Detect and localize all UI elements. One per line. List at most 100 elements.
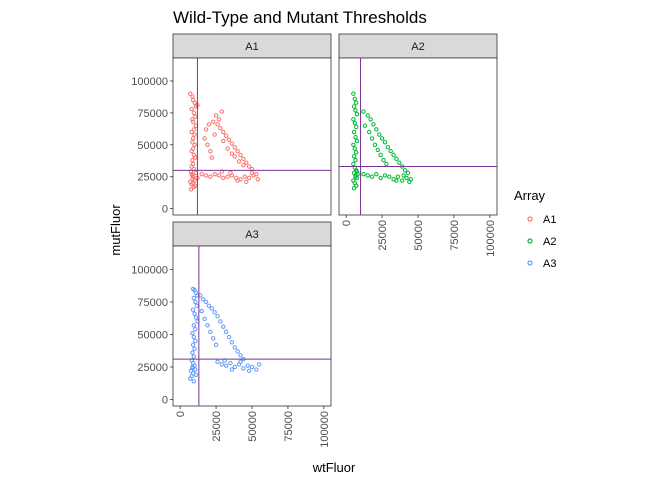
point-a3-33	[200, 297, 206, 302]
point-a3-65	[238, 359, 243, 364]
point-a2-6	[351, 117, 356, 122]
y-tick-label-a3-2: 50000	[137, 329, 168, 341]
point-a1-84	[235, 178, 240, 183]
point-a1-10	[190, 119, 196, 125]
point-a2-11	[354, 138, 360, 144]
point-a1-46	[223, 133, 229, 139]
point-a1-13	[189, 129, 194, 135]
point-a1-66	[229, 151, 235, 156]
point-a1-33	[188, 187, 194, 192]
point-a2-51	[378, 152, 383, 158]
point-a2-35	[377, 132, 382, 137]
point-a1-15	[190, 136, 196, 141]
point-a3-39	[218, 319, 223, 324]
point-a1-70	[199, 171, 204, 177]
point-a2-66	[401, 173, 406, 178]
point-a1-47	[226, 137, 232, 142]
point-a2-16	[353, 157, 358, 163]
point-a1-81	[246, 175, 252, 181]
point-a2-56	[369, 174, 375, 179]
point-a2-50	[375, 147, 380, 153]
point-a1-65	[225, 146, 230, 151]
point-a3-18	[190, 350, 195, 355]
point-a3-9	[193, 315, 199, 320]
y-tick-label-a3-4: 100000	[131, 264, 168, 276]
point-a2-12	[351, 142, 356, 147]
point-a3-56	[223, 363, 229, 368]
point-a3-17	[192, 346, 197, 351]
y-axis-title: mutFluor	[108, 204, 123, 256]
point-a2-48	[369, 136, 375, 141]
point-a1-63	[213, 113, 219, 118]
point-a2-17	[351, 161, 356, 167]
point-a1-3	[192, 100, 197, 105]
point-a3-34	[203, 299, 209, 305]
point-a3-54	[215, 359, 220, 364]
point-a3-13	[190, 330, 195, 336]
point-a3-45	[235, 349, 240, 354]
strip-label-a3: A3	[245, 229, 258, 241]
point-a3-53	[213, 342, 219, 348]
point-a1-87	[249, 170, 255, 176]
point-a1-56	[202, 136, 207, 141]
point-a1-57	[205, 142, 210, 147]
strip-label-a1: A1	[245, 41, 258, 53]
point-a2-62	[395, 174, 401, 179]
point-a1-1	[190, 94, 195, 99]
point-a2-44	[402, 168, 408, 173]
panel-a3: A3 0 25000 50000 75000 100000 0 25000 50000 75000…	[131, 221, 332, 448]
point-a1-7	[191, 110, 197, 116]
strip-a1	[172, 33, 332, 59]
x-tick-label-a2-4: 100000	[485, 220, 497, 257]
point-a1-44	[218, 126, 223, 131]
point-a3-30	[193, 367, 198, 372]
point-a1-62	[219, 109, 225, 114]
point-a1-83	[255, 177, 260, 182]
y-tick-label-a1-1: 25000	[137, 172, 168, 184]
point-a1-54	[246, 164, 252, 169]
point-a1-36	[190, 173, 195, 178]
point-a2-64	[404, 175, 409, 181]
point-a1-12	[191, 127, 197, 132]
point-a1-50	[235, 148, 240, 154]
point-a3-57	[228, 360, 233, 366]
point-a1-53	[244, 160, 249, 165]
point-a1-85	[228, 170, 233, 176]
point-a3-50	[205, 323, 210, 328]
point-a2-36	[379, 136, 385, 141]
point-a2-31	[365, 113, 370, 118]
point-a1-40	[203, 127, 209, 132]
point-a2-10	[353, 134, 358, 140]
y-tick-label-a3-3: 75000	[137, 297, 168, 309]
point-a3-52	[211, 336, 216, 341]
point-a3-51	[208, 329, 213, 335]
panel-border-a3	[172, 245, 332, 407]
point-a1-24	[189, 164, 194, 169]
point-a3-24	[188, 368, 194, 374]
point-a1-43	[215, 122, 220, 127]
point-a2-32	[368, 117, 373, 122]
y-tick-label-a1-2: 50000	[137, 140, 168, 152]
point-a3-8	[192, 311, 197, 316]
point-a2-14	[354, 150, 359, 155]
legend-key-a3	[527, 260, 533, 266]
point-a3-7	[190, 307, 196, 312]
point-a3-48	[199, 308, 204, 314]
point-a1-6	[189, 106, 194, 112]
x-tick-label-a3-3: 75000	[283, 411, 295, 442]
point-a2-40	[391, 152, 396, 158]
legend-label-a2: A2	[543, 236, 556, 248]
point-a2-8	[354, 124, 359, 130]
point-a2-1	[352, 96, 357, 102]
point-a3-36	[209, 306, 214, 311]
point-a3-49	[202, 316, 207, 322]
point-a3-64	[229, 367, 235, 372]
x-tick-label-a2-3: 75000	[449, 220, 461, 251]
x-tick-label-a2-0: 0	[341, 220, 353, 226]
point-a3-38	[215, 314, 220, 319]
point-a1-0	[188, 91, 193, 96]
point-a3-27	[188, 376, 193, 381]
point-a3-61	[245, 363, 250, 368]
point-a2-60	[387, 174, 392, 179]
point-a1-88	[244, 179, 249, 185]
